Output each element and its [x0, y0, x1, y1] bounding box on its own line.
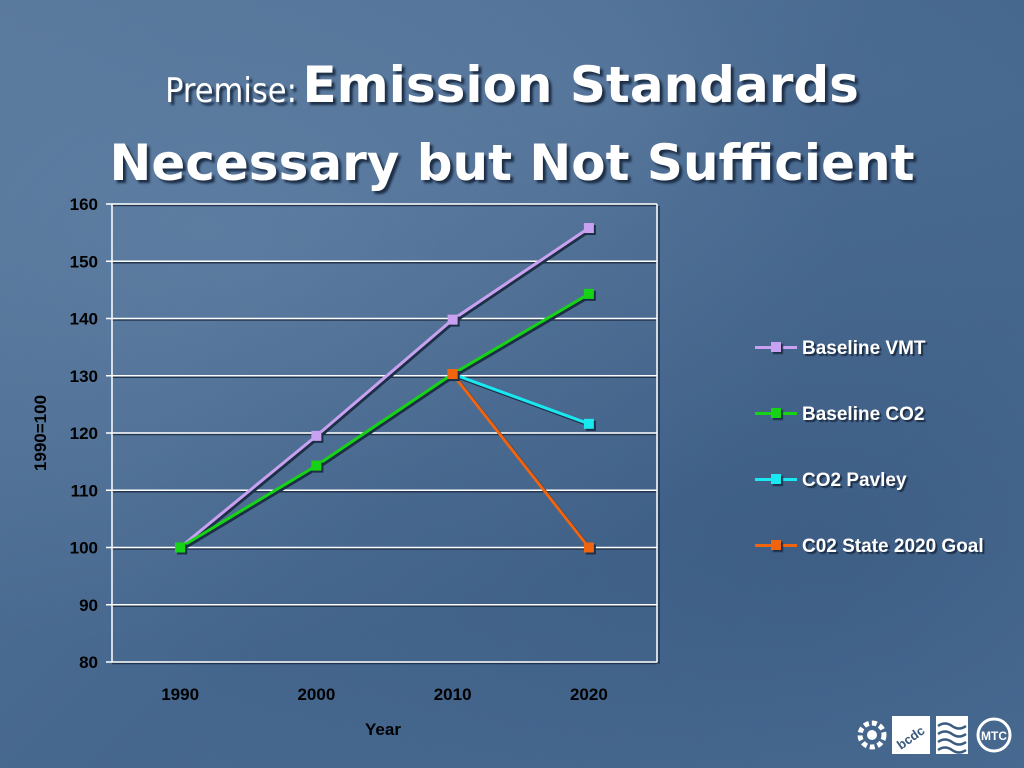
series-line	[179, 292, 590, 549]
y-tick-label: 130	[70, 367, 98, 386]
data-point	[311, 430, 322, 441]
data-point	[447, 369, 458, 380]
series-baseline-vmt	[175, 223, 596, 555]
y-tick-label: 100	[70, 539, 98, 558]
title-prefix: Premise:	[165, 71, 297, 111]
y-tick-label: 160	[70, 195, 98, 214]
title-line-2: Necessary but Not Sufficient	[109, 134, 915, 192]
logo-strip: bcdc MTC	[857, 716, 1012, 754]
data-point	[583, 418, 594, 429]
axes	[106, 203, 660, 664]
legend-swatch	[755, 408, 797, 420]
legend-label: Baseline VMT	[802, 338, 926, 359]
data-point	[583, 288, 594, 299]
series-co2-pavley	[447, 369, 596, 431]
y-tick-label: 120	[70, 424, 98, 443]
y-tick-label: 150	[70, 252, 98, 271]
y-tick-label: 80	[79, 653, 98, 672]
x-axis-label: Year	[365, 720, 401, 739]
bcdc-logo: bcdc	[892, 716, 930, 754]
gear-icon	[857, 720, 887, 750]
data-point	[447, 314, 458, 325]
y-tick-label: 90	[79, 596, 98, 615]
mtc-logo: MTC	[976, 717, 1012, 753]
legend-item: CO2 Pavley	[755, 468, 995, 534]
grid-lines	[112, 203, 657, 665]
slide-title: Premise: Emission Standards Necessary bu…	[0, 52, 1024, 196]
waves-icon	[936, 716, 968, 754]
x-tick-label: 2000	[297, 685, 335, 704]
legend-item: Baseline VMT	[755, 336, 995, 402]
series-line	[452, 372, 590, 426]
legend-swatch	[755, 342, 797, 354]
y-tick-label: 140	[70, 310, 98, 329]
series-c02-state-2020-goal	[447, 369, 596, 555]
chart-legend: Baseline VMT Baseline CO2 CO2 Pavley C02 St…	[755, 336, 995, 600]
series-line	[451, 373, 591, 549]
series-baseline-co2	[175, 288, 596, 555]
legend-label: C02 State 2020 Goal	[802, 536, 984, 557]
x-tick-label: 2010	[434, 685, 472, 704]
legend-item: Baseline CO2	[755, 402, 995, 468]
legend-swatch	[755, 540, 797, 552]
data-point	[583, 223, 594, 234]
data-point	[311, 460, 322, 471]
legend-label: Baseline CO2	[802, 404, 925, 425]
legend-swatch	[755, 474, 797, 486]
legend-label: CO2 Pavley	[802, 470, 907, 491]
series-group	[175, 223, 596, 555]
series-line-shadow	[181, 228, 592, 551]
data-point	[583, 542, 594, 553]
legend-item: C02 State 2020 Goal	[755, 534, 995, 600]
y-tick-label: 110	[71, 481, 98, 500]
tick-labels: 80 90 100 110 120 130 140 150 160 1990 2000 2010 202…	[70, 195, 608, 704]
title-line-1: Emission Standards	[302, 56, 859, 114]
data-point	[175, 542, 186, 553]
series-line-shadow	[181, 294, 592, 551]
series-line	[179, 226, 590, 549]
y-axis-label: 1990=100	[31, 395, 50, 471]
x-tick-label: 2020	[570, 685, 608, 704]
svg-text:MTC: MTC	[981, 729, 1007, 743]
x-tick-label: 1990	[161, 685, 199, 704]
